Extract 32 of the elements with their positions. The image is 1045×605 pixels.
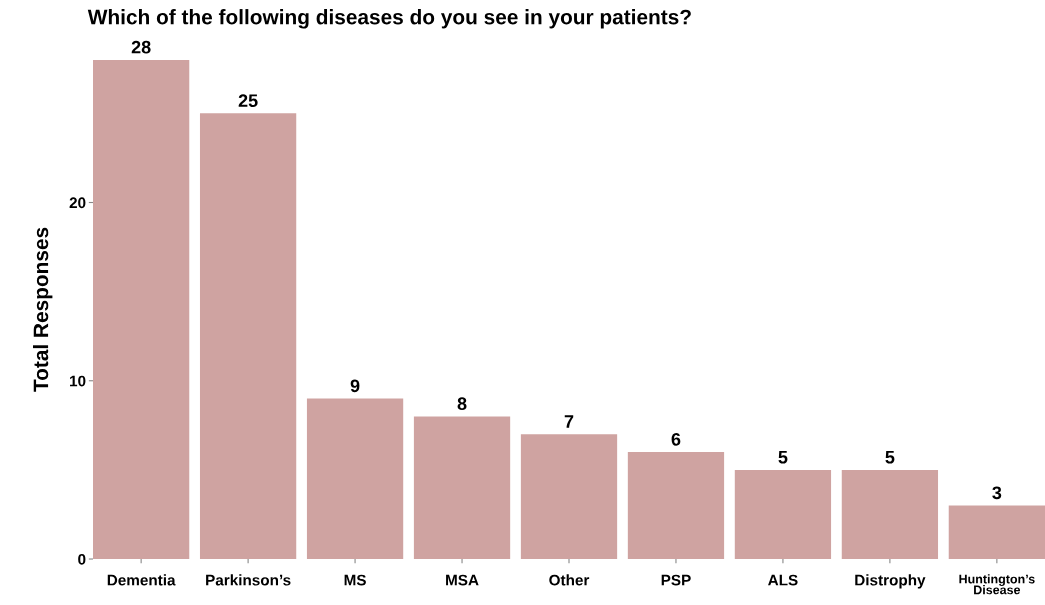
x-tick-label: MS xyxy=(344,574,366,586)
data-label: 28 xyxy=(131,40,151,54)
bar xyxy=(306,398,404,560)
bar xyxy=(627,452,725,560)
y-tick-label: 0 xyxy=(78,553,86,565)
x-tick-label: PSP xyxy=(661,574,691,586)
data-label: 9 xyxy=(350,379,360,393)
bar xyxy=(93,59,190,560)
data-label: 6 xyxy=(671,432,681,446)
chart-title: Which of the following diseases do you see in your patients? xyxy=(87,9,691,29)
x-tick-label: MSA xyxy=(446,574,479,586)
y-tick-label: 10 xyxy=(70,375,86,387)
data-label: 5 xyxy=(885,450,895,464)
y-axis-title: Total Responses xyxy=(32,227,53,392)
bar xyxy=(520,434,618,560)
y-tick-label: 20 xyxy=(69,197,86,209)
data-label: 8 xyxy=(457,397,467,411)
x-tick-label: Huntington’s Disease xyxy=(959,574,1035,595)
x-tick-label: Parkinson’s xyxy=(206,574,291,586)
data-label: 5 xyxy=(778,450,788,464)
data-label: 25 xyxy=(238,94,258,108)
data-label: 3 xyxy=(992,486,1002,500)
bar xyxy=(841,469,939,560)
bar xyxy=(734,469,832,560)
x-tick-label: Other xyxy=(549,574,590,586)
bar xyxy=(948,505,1045,560)
x-tick-label: Distrophy xyxy=(855,574,926,589)
bar xyxy=(199,113,297,560)
bar xyxy=(413,416,511,560)
x-tick-label: Dementia xyxy=(107,574,176,586)
x-tick-label: ALS xyxy=(768,574,798,586)
data-label: 7 xyxy=(564,415,574,428)
